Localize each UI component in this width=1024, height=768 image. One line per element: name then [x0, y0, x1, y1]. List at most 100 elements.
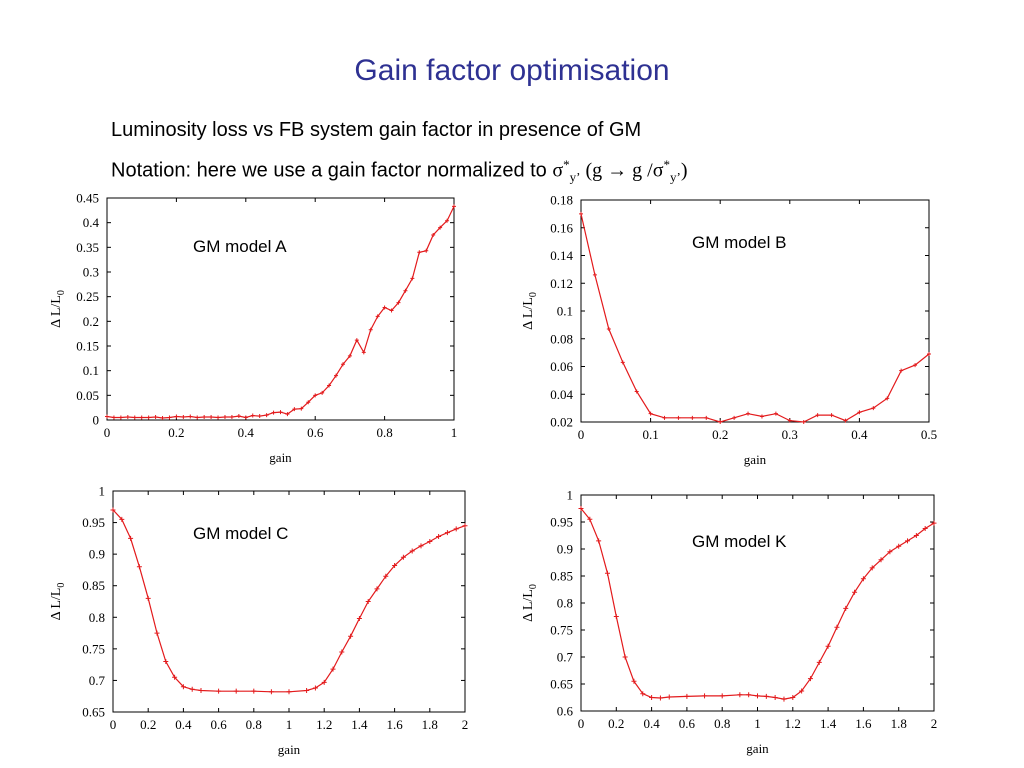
- model-label: GM model C: [193, 524, 288, 543]
- x-axis-label: gain: [269, 450, 292, 465]
- y-tick-label: 0.95: [82, 515, 105, 530]
- data-point: [869, 565, 875, 571]
- data-point: [292, 407, 297, 412]
- data-point: [396, 300, 401, 305]
- x-tick-label: 0.4: [238, 425, 255, 440]
- x-tick-label: 0.8: [714, 716, 730, 731]
- data-point: [160, 416, 165, 421]
- data-point: [887, 549, 893, 555]
- data-point: [392, 563, 398, 569]
- data-point: [320, 390, 325, 395]
- data-point: [843, 418, 848, 423]
- x-tick-label: 1.4: [820, 716, 837, 731]
- data-point: [649, 695, 655, 700]
- y-tick-label: 0.8: [557, 596, 573, 611]
- data-point: [801, 420, 806, 424]
- data-point: [592, 272, 597, 277]
- data-point: [604, 570, 610, 576]
- mapping-expression: (g → g /σ: [580, 159, 664, 182]
- y-tick-label: 0.08: [550, 331, 573, 346]
- data-point: [128, 535, 134, 541]
- y-subscript-2: y’: [669, 169, 681, 185]
- x-tick-label: 2: [462, 717, 469, 732]
- data-point: [690, 415, 695, 420]
- data-point: [233, 688, 239, 694]
- data-point: [264, 413, 269, 418]
- data-point: [154, 630, 160, 636]
- data-point: [321, 679, 327, 685]
- data-point: [243, 415, 248, 420]
- data-point: [825, 643, 831, 649]
- y-tick-label: 0.3: [83, 265, 99, 280]
- chart-gm-model-a: 0 0.2 0.4 0.6 0.8 1 0 0.05 0.1 0.15 0.2 0.25 0.3 0.35…: [49, 191, 457, 466]
- y-tick-label: 0.65: [550, 677, 573, 692]
- x-tick-label: 1.2: [316, 717, 332, 732]
- x-tick-label: 0: [578, 427, 585, 442]
- data-point: [278, 410, 283, 415]
- x-tick-label: 0.2: [712, 427, 728, 442]
- data-point: [361, 350, 366, 355]
- star-superscript: *: [563, 157, 570, 172]
- x-tick-label: 0.4: [851, 427, 868, 442]
- data-point: [773, 411, 778, 416]
- data-point: [389, 308, 394, 313]
- y-tick-label: 0.7: [89, 673, 106, 688]
- y-tick-label: 0.18: [550, 193, 573, 208]
- data-point: [620, 360, 625, 365]
- data-point: [927, 352, 931, 357]
- data-point: [899, 368, 904, 373]
- data-point: [860, 576, 866, 582]
- model-label: GM model B: [692, 233, 786, 252]
- y-tick-label: 0.04: [550, 387, 573, 402]
- y-tick-label: 0.1: [83, 363, 99, 378]
- y-tick-label: 1: [99, 484, 106, 499]
- data-point: [334, 373, 339, 378]
- data-point: [746, 411, 751, 416]
- data-point: [676, 415, 681, 420]
- data-point: [931, 520, 937, 526]
- x-tick-label: 0.3: [782, 427, 798, 442]
- data-point: [852, 589, 858, 595]
- data-point: [146, 415, 151, 420]
- y-tick-label: 0.05: [76, 388, 99, 403]
- data-point: [356, 616, 362, 622]
- x-axis-label: gain: [744, 452, 767, 467]
- plot-frame: [112, 490, 466, 713]
- series-line: [112, 509, 466, 693]
- data-point: [834, 624, 840, 630]
- data-point: [299, 406, 304, 411]
- x-tick-label: 0.2: [608, 716, 624, 731]
- data-point: [452, 204, 456, 209]
- data-point: [383, 573, 389, 579]
- y-tick-label: 0.9: [89, 547, 105, 562]
- data-point: [634, 389, 639, 394]
- data-point: [799, 688, 805, 694]
- data-point: [587, 516, 593, 522]
- x-tick-label: 1.6: [855, 716, 872, 731]
- data-point: [579, 211, 583, 216]
- x-tick-label: 0.4: [175, 717, 192, 732]
- data-point: [286, 689, 292, 695]
- notation-text: Notation: here we use a gain factor norm…: [111, 159, 553, 182]
- chart-gm-model-k: 0 0.2 0.4 0.6 0.8 1 1.2 1.4 1.6 1.8 2 0.6 0.65 0.7 0.7…: [521, 488, 937, 757]
- data-point: [896, 543, 902, 549]
- data-point: [110, 507, 116, 513]
- x-axis-label: gain: [278, 742, 301, 757]
- y-tick-label: 0.65: [82, 705, 105, 720]
- data-point: [403, 288, 408, 293]
- chart-gm-model-b: 0 0.1 0.2 0.3 0.4 0.5 0.02 0.04 0.06 0.08 0.1 0.12 0…: [521, 193, 937, 468]
- data-point: [662, 415, 667, 420]
- data-point: [922, 525, 928, 531]
- x-tick-label: 1.4: [351, 717, 368, 732]
- data-point: [613, 614, 619, 619]
- x-tick-label: 0: [104, 425, 111, 440]
- data-point: [409, 548, 415, 554]
- data-point: [732, 415, 737, 420]
- data-point: [209, 415, 214, 420]
- y-tick-label: 0.14: [550, 248, 573, 263]
- data-point: [368, 327, 373, 332]
- y-subscript: y’: [569, 169, 581, 185]
- data-point: [631, 678, 637, 684]
- page-title: Gain factor optimisation: [354, 54, 670, 87]
- y-tick-label: 0.8: [89, 610, 105, 625]
